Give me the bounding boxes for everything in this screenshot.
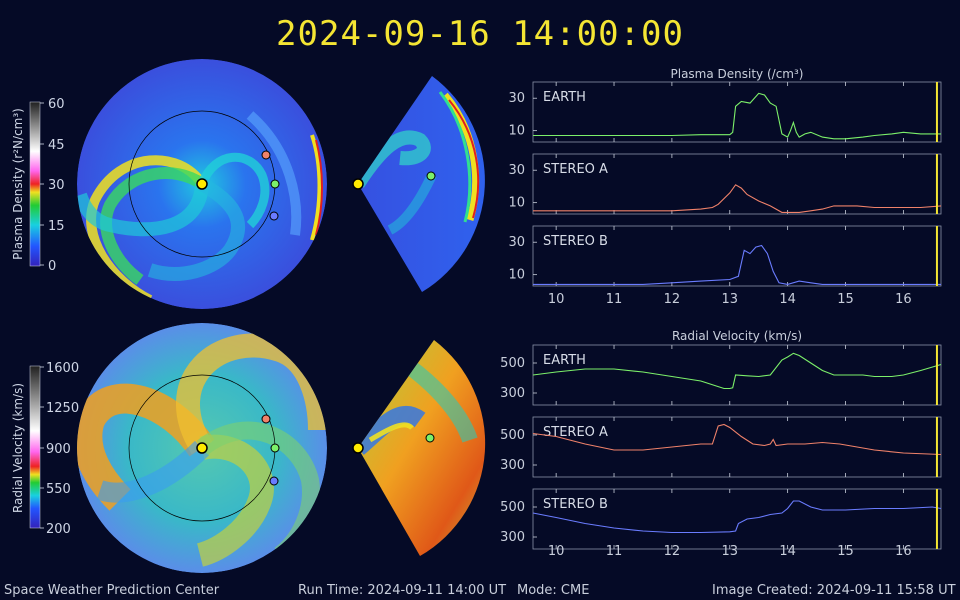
series-line (532, 352, 942, 390)
x-tick-label: 10 (548, 292, 565, 307)
panel-frame (532, 81, 942, 143)
footer-mode: Mode: CME (517, 583, 590, 598)
chart-title: Plasma Density (/cm³) (671, 67, 804, 81)
panel-label: STEREO A (543, 162, 608, 177)
earth-marker-meridional (425, 433, 435, 443)
density-colorbar-tick: 60 (48, 97, 65, 112)
density-colorbar-tick: 0 (48, 259, 56, 274)
stereo-a-marker (261, 150, 271, 160)
earth-marker (270, 179, 280, 189)
simulation-timestamp: 2024-09-16 14:00:00 (276, 14, 684, 54)
stereo-b-marker (269, 476, 279, 486)
density-time-series: Plasma Density (/cm³) 10 30 EARTH 10 30 STERE… (508, 67, 942, 307)
velocity-colorbar-tick: 900 (46, 442, 71, 457)
panel-label: STEREO B (543, 497, 608, 512)
series-line (532, 423, 942, 456)
panel-frame (532, 225, 942, 287)
velocity-time-series: Radial Velocity (km/s) 300 500 EARTH 300 500… (500, 329, 942, 559)
footer-org: Space Weather Prediction Center (4, 583, 220, 598)
x-tick-label: 11 (606, 544, 623, 559)
density-colorbar-tick: 15 (48, 219, 65, 234)
density-colorbar-label: Plasma Density (r²N/cm³) (11, 108, 25, 260)
footer-created: Image Created: 2024-09-11 15:58 UT (712, 583, 956, 598)
chart-panel-earth: 10 30 EARTH (508, 81, 942, 143)
y-tick-label: 30 (508, 235, 525, 250)
y-tick-label: 10 (508, 268, 525, 283)
density-colorbar-tick: 30 (48, 178, 65, 193)
series-line (532, 500, 942, 534)
panel-frame (532, 153, 942, 215)
series-line (533, 184, 942, 213)
velocity-colorbar-label: Radial Velocity (km/s) (11, 383, 25, 513)
sun-marker-meridional (352, 442, 364, 454)
density-colorbar: 60 45 30 15 0 Plasma Density (r²N/cm³) (11, 97, 65, 274)
velocity-colorbar-tick: 1600 (46, 361, 79, 376)
x-tick-label: 13 (721, 292, 738, 307)
velocity-colorbar-tick: 1250 (46, 401, 79, 416)
y-tick-label: 300 (500, 458, 525, 473)
x-tick-label: 16 (895, 292, 912, 307)
panel-label: STEREO A (543, 425, 608, 440)
x-tick-label: 11 (606, 292, 623, 307)
sun-marker (196, 442, 208, 454)
stereo-a-marker (261, 414, 271, 424)
chart-panel-stereo-b: 10 30 STEREO B (508, 225, 942, 287)
velocity-meridional-map (358, 340, 486, 556)
panel-frame (532, 488, 942, 550)
y-tick-label: 30 (508, 163, 525, 178)
velocity-colorbar-tick: 200 (46, 522, 71, 537)
x-tick-label: 16 (895, 544, 912, 559)
x-tick-label: 14 (779, 292, 796, 307)
chart-panel-earth: 300 500 EARTH (500, 344, 942, 406)
chart-panel-stereo-a: 10 30 STEREO A (508, 153, 942, 215)
chart-title: Radial Velocity (km/s) (672, 329, 802, 343)
series-line (533, 244, 941, 285)
chart-panel-stereo-a: 300 500 STEREO A (500, 416, 942, 478)
y-tick-label: 300 (500, 386, 525, 401)
sun-marker (196, 178, 208, 190)
y-tick-label: 10 (508, 196, 525, 211)
x-tick-label: 14 (779, 544, 796, 559)
series-line (533, 92, 941, 140)
x-tick-label: 10 (548, 544, 565, 559)
y-tick-label: 10 (508, 124, 525, 139)
x-tick-label: 12 (664, 544, 681, 559)
y-tick-label: 500 (500, 500, 525, 515)
panel-label: EARTH (543, 353, 586, 368)
x-tick-label: 15 (837, 292, 854, 307)
stereo-b-marker (269, 211, 279, 221)
velocity-colorbar-tick: 550 (46, 482, 71, 497)
panel-label: STEREO B (543, 234, 608, 249)
footer-run-time: Run Time: 2024-09-11 14:00 UT (298, 583, 507, 598)
sun-marker-meridional (352, 178, 364, 190)
x-tick-label: 15 (837, 544, 854, 559)
y-tick-label: 500 (500, 428, 525, 443)
x-tick-label: 12 (664, 292, 681, 307)
velocity-colorbar: 1600 1250 900 550 200 Radial Velocity (k… (11, 361, 79, 537)
earth-marker-meridional (426, 171, 436, 181)
y-tick-label: 300 (500, 530, 525, 545)
panel-frame (532, 416, 942, 478)
earth-marker (270, 443, 280, 453)
y-tick-label: 30 (508, 91, 525, 106)
panel-label: EARTH (543, 90, 586, 105)
x-tick-label: 13 (721, 544, 738, 559)
y-tick-label: 500 (500, 356, 525, 371)
density-colorbar-tick: 45 (48, 138, 65, 153)
density-meridional-map (358, 76, 485, 292)
chart-panel-stereo-b: 300 500 STEREO B (500, 488, 942, 550)
